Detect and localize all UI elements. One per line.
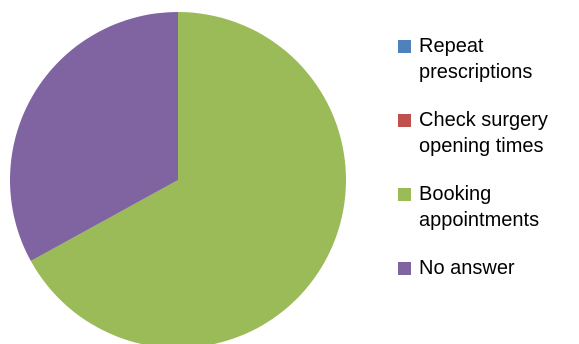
legend-swatch	[398, 114, 411, 127]
legend: Repeat prescriptions Check surgery openin…	[398, 33, 578, 281]
pie-slice-no-answer	[9, 12, 178, 261]
legend-item-check-surgery-opening-times: Check surgery opening times	[398, 107, 578, 159]
legend-swatch	[398, 262, 411, 275]
legend-item-repeat-prescriptions: Repeat prescriptions	[398, 33, 578, 85]
pie-slice-booking-appointments	[30, 12, 346, 344]
legend-swatch	[398, 188, 411, 201]
legend-swatch	[398, 40, 411, 53]
legend-item-booking-appointments: Booking appointments	[398, 181, 578, 233]
legend-label: Check surgery opening times	[419, 109, 548, 157]
legend-label: No answer	[419, 257, 515, 279]
legend-item-no-answer: No answer	[398, 255, 578, 281]
legend-label: Booking appointments	[419, 183, 540, 231]
legend-label: Repeat prescriptions	[419, 35, 533, 83]
